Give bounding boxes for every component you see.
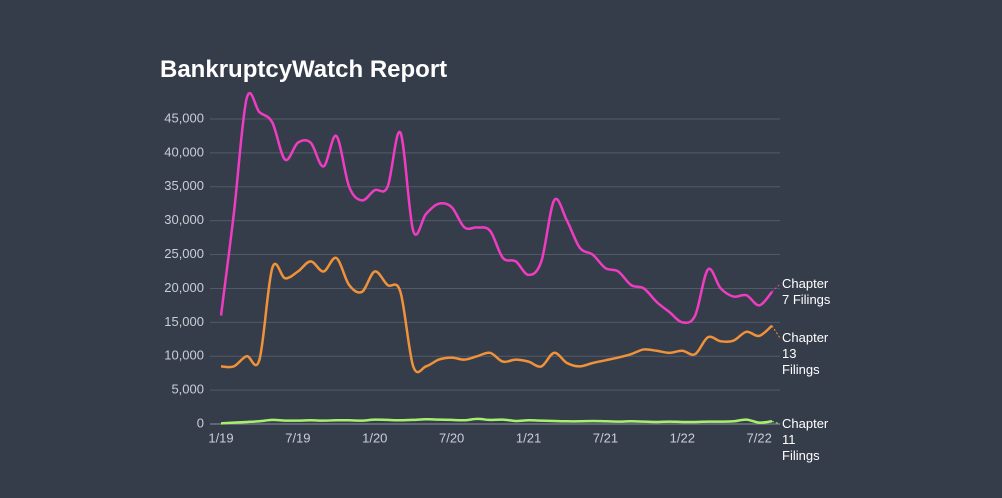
y-tick-label: 5,000 [171,382,204,397]
label-leader [771,283,781,293]
label-leader [771,420,781,425]
y-tick-label: 10,000 [164,348,204,363]
y-tick-label: 15,000 [164,314,204,329]
y-tick-label: 45,000 [164,110,204,125]
series-label: Chapter 11 Filings [782,416,829,463]
y-tick-label: 35,000 [164,178,204,193]
series-label: Chapter 13 Filings [782,330,829,377]
series-line [220,417,773,425]
x-tick-label: 1/21 [516,430,541,445]
x-tick-label: 7/21 [593,430,618,445]
y-tick-label: 0 [197,415,204,430]
x-tick-label: 7/22 [747,430,772,445]
x-tick-label: 1/22 [670,430,695,445]
y-tick-label: 40,000 [164,144,204,159]
chart-title: BankruptcyWatch Report [160,56,447,83]
x-tick-label: 1/20 [362,430,387,445]
x-tick-label: 1/19 [208,430,233,445]
x-tick-label: 7/20 [439,430,464,445]
x-tick-label: 7/19 [285,430,310,445]
series-label: Chapter 7 Filings [782,276,831,307]
y-tick-label: 20,000 [164,280,204,295]
series-line [220,256,773,374]
y-tick-label: 25,000 [164,246,204,261]
y-tick-label: 30,000 [164,212,204,227]
series-line [219,91,773,325]
label-leader [771,325,781,339]
